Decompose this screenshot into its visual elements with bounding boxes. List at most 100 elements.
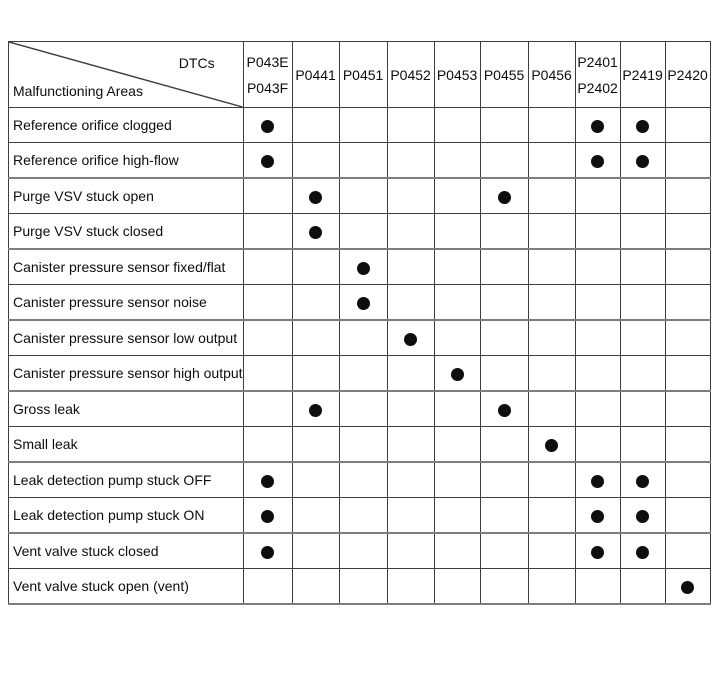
matrix-cell-P0441 xyxy=(291,497,340,534)
matrix-cell-P2419 xyxy=(619,355,666,392)
column-header-P043E-P043F: P043E P043F xyxy=(242,41,293,108)
matrix-cell-P043E-P043F xyxy=(242,532,293,569)
dtc-code-text: P043E xyxy=(246,53,289,70)
matrix-cell-P043E-P043F xyxy=(242,319,293,356)
matrix-cell-P0441 xyxy=(291,355,340,392)
applicable-dot-icon xyxy=(591,510,605,524)
dtcs-label: DTCs xyxy=(178,55,215,71)
matrix-cell-P043E-P043F xyxy=(242,177,293,214)
matrix-cell-P0456 xyxy=(527,532,576,569)
matrix-cell-P2401-P2402 xyxy=(574,248,621,285)
dtc-code-text: P043F xyxy=(246,79,289,96)
matrix-cell-P0441 xyxy=(291,532,340,569)
matrix-cell-P0453 xyxy=(433,461,481,498)
column-header-P2420: P2420 xyxy=(664,41,711,108)
matrix-cell-P0452 xyxy=(386,497,435,534)
matrix-cell-P2419 xyxy=(619,319,666,356)
matrix-cell-P0452 xyxy=(386,355,435,392)
matrix-cell-P2419 xyxy=(619,532,666,569)
matrix-cell-P0452 xyxy=(386,213,435,250)
matrix-cell-P2419 xyxy=(619,426,666,463)
matrix-cell-P043E-P043F xyxy=(242,355,293,392)
matrix-cell-P0441 xyxy=(291,142,340,179)
table-row: Canister pressure sensor low output xyxy=(8,319,711,356)
table-row: Leak detection pump stuck ON xyxy=(8,497,711,534)
matrix-cell-P0453 xyxy=(433,107,481,143)
applicable-dot-icon xyxy=(545,439,559,453)
column-header-P0455: P0455 xyxy=(479,41,529,108)
applicable-dot-icon xyxy=(450,368,464,382)
matrix-cell-P0456 xyxy=(527,390,576,427)
matrix-cell-P0453 xyxy=(433,568,481,605)
matrix-cell-P0451 xyxy=(338,142,388,179)
matrix-cell-P0451 xyxy=(338,284,388,321)
matrix-cell-P0452 xyxy=(386,177,435,214)
matrix-cell-P043E-P043F xyxy=(242,107,293,143)
dtc-code-text: P0452 xyxy=(390,66,431,83)
dtc-code-text: P2402 xyxy=(577,79,618,96)
matrix-cell-P0453 xyxy=(433,142,481,179)
row-label: Vent valve stuck closed xyxy=(8,532,244,569)
dtc-code-text: P0453 xyxy=(436,66,478,83)
applicable-dot-icon xyxy=(591,546,605,560)
matrix-cell-P0452 xyxy=(386,426,435,463)
matrix-cell-P0441 xyxy=(291,213,340,250)
matrix-cell-P0455 xyxy=(479,497,529,534)
matrix-cell-P0456 xyxy=(527,497,576,534)
matrix-cell-P2401-P2402 xyxy=(574,355,621,392)
matrix-cell-P2420 xyxy=(664,568,711,605)
table-row: Small leak xyxy=(8,426,711,463)
matrix-cell-P0453 xyxy=(433,532,481,569)
applicable-dot-icon xyxy=(591,475,605,489)
matrix-cell-P2420 xyxy=(664,390,711,427)
row-label: Vent valve stuck open (vent) xyxy=(8,568,244,605)
matrix-cell-P2419 xyxy=(619,107,666,143)
dtc-code-text: P2401 xyxy=(577,53,618,70)
matrix-cell-P0455 xyxy=(479,461,529,498)
table-row: Purge VSV stuck open xyxy=(8,177,711,214)
applicable-dot-icon xyxy=(497,191,511,205)
table-row: Canister pressure sensor high output xyxy=(8,355,711,392)
row-label: Canister pressure sensor fixed/flat xyxy=(8,248,244,285)
matrix-cell-P0452 xyxy=(386,284,435,321)
applicable-dot-icon xyxy=(309,404,323,418)
table-row: Canister pressure sensor fixed/flat xyxy=(8,248,711,285)
matrix-cell-P2401-P2402 xyxy=(574,390,621,427)
matrix-cell-P0453 xyxy=(433,177,481,214)
table-row: Vent valve stuck closed xyxy=(8,532,711,569)
matrix-cell-P0455 xyxy=(479,248,529,285)
matrix-cell-P0452 xyxy=(386,532,435,569)
matrix-cell-P043E-P043F xyxy=(242,568,293,605)
matrix-cell-P0441 xyxy=(291,177,340,214)
matrix-cell-P0441 xyxy=(291,319,340,356)
row-label: Reference orifice high-flow xyxy=(8,142,244,179)
row-label: Canister pressure sensor noise xyxy=(8,284,244,321)
row-label: Reference orifice clogged xyxy=(8,107,244,143)
matrix-cell-P2401-P2402 xyxy=(574,319,621,356)
matrix-cell-P0451 xyxy=(338,390,388,427)
applicable-dot-icon xyxy=(261,546,275,560)
matrix-cell-P0455 xyxy=(479,426,529,463)
matrix-cell-P2401-P2402 xyxy=(574,568,621,605)
matrix-cell-P0455 xyxy=(479,532,529,569)
applicable-dot-icon xyxy=(309,226,323,240)
matrix-cell-P0441 xyxy=(291,107,340,143)
matrix-cell-P0456 xyxy=(527,177,576,214)
matrix-cell-P0456 xyxy=(527,284,576,321)
diagonal-divider-icon xyxy=(9,42,243,107)
table-row: Purge VSV stuck closed xyxy=(8,213,711,250)
applicable-dot-icon xyxy=(636,475,650,489)
matrix-body: Reference orifice clogged Reference orifi… xyxy=(8,107,711,605)
matrix-cell-P0456 xyxy=(527,461,576,498)
dtc-code-text: P2420 xyxy=(667,66,708,83)
applicable-dot-icon xyxy=(591,120,605,134)
column-header-P0456: P0456 xyxy=(527,41,576,108)
matrix-cell-P0452 xyxy=(386,461,435,498)
matrix-cell-P0453 xyxy=(433,355,481,392)
matrix-cell-P2420 xyxy=(664,248,711,285)
applicable-dot-icon xyxy=(636,546,650,560)
matrix-cell-P0441 xyxy=(291,568,340,605)
matrix-cell-P043E-P043F xyxy=(242,248,293,285)
applicable-dot-icon xyxy=(309,191,323,205)
matrix-cell-P0451 xyxy=(338,177,388,214)
